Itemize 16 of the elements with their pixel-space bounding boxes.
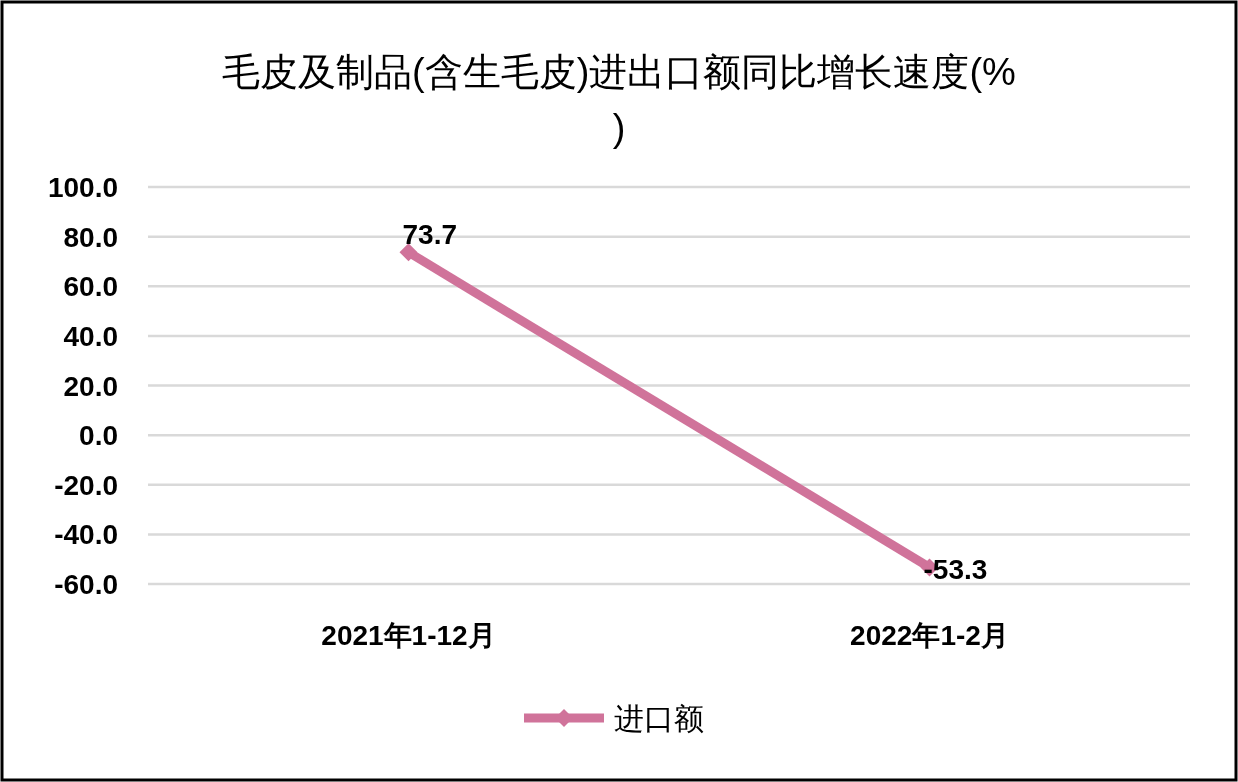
data-label: 73.7 [402, 219, 457, 251]
y-tick-label: -40.0 [54, 519, 118, 551]
y-tick-label: 80.0 [63, 221, 118, 253]
x-tick-label: 2022年1-2月 [850, 620, 1009, 651]
data-label: -53.3 [923, 554, 988, 586]
y-tick-label: -20.0 [54, 469, 118, 501]
y-tick-label: 60.0 [63, 271, 118, 303]
y-tick-label: -60.0 [54, 569, 118, 600]
legend: 进口额 [524, 702, 704, 735]
chart-title: 毛皮及制品(含生毛皮)进出口额同比增长速度(%) [222, 51, 1016, 149]
legend-label: 进口额 [614, 702, 704, 735]
y-tick-label: 20.0 [63, 370, 118, 402]
y-tick-label: 100.0 [47, 172, 118, 203]
y-tick-label: 0.0 [79, 420, 118, 452]
y-tick-label: 40.0 [63, 320, 118, 352]
x-tick-label: 2021年1-12月 [321, 620, 496, 651]
